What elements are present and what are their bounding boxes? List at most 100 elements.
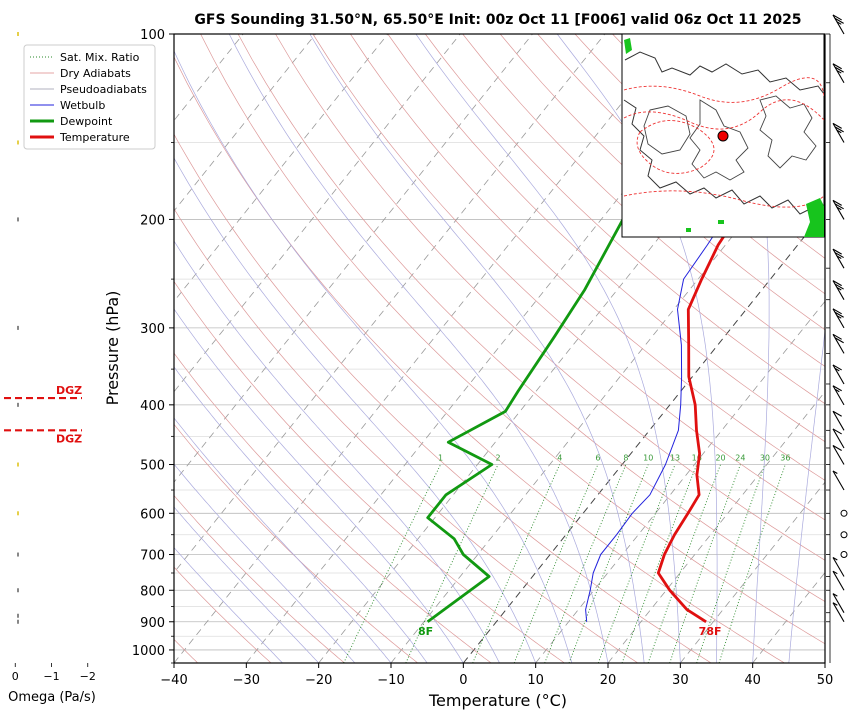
dry-adiabat <box>174 208 638 663</box>
mixing-ratio-line <box>568 464 649 663</box>
plot-frame <box>173 33 826 664</box>
isotherm-line <box>246 34 750 663</box>
y-tick-label: 300 <box>140 322 165 337</box>
x-tick-label: 40 <box>744 673 761 688</box>
mixing-ratio-line <box>597 464 676 663</box>
dry-adiabat <box>237 34 825 602</box>
isobar-gridlines <box>174 34 825 663</box>
wind-barb-flag <box>832 308 842 315</box>
pseudoadiabat <box>788 327 825 663</box>
wind-barb-flag <box>832 333 842 340</box>
mixing-ratio-label: 36 <box>780 454 790 463</box>
inset-map-contours <box>623 38 824 237</box>
wind-barb-flag <box>834 252 844 259</box>
x-axis-label: Temperature (°C) <box>428 691 567 710</box>
dgz-top-label: DGZ <box>56 384 82 397</box>
wind-barb-flag <box>832 445 842 451</box>
omega-tick-label: −1 <box>43 670 59 683</box>
omega-axis: 0 −1 −2 <box>12 663 96 683</box>
x-tick-label: 50 <box>817 673 834 688</box>
surface-dewpoint-label: 8F <box>418 625 433 638</box>
wind-barb-staff <box>832 248 845 269</box>
omega-bar <box>17 462 19 467</box>
wind-barb-flag <box>834 283 844 290</box>
dry-adiabat <box>425 34 825 405</box>
y-tick-label: 200 <box>140 213 165 228</box>
dry-adiabat <box>312 34 825 521</box>
mixing-ratio-label: 24 <box>735 454 745 463</box>
dry-adiabat-lines <box>174 34 825 663</box>
background-lines: 1 2 4 6 8 10 13 16 20 24 30 36 <box>174 34 825 663</box>
wind-barb-flag <box>836 129 842 134</box>
wind-barb-staff <box>832 364 845 385</box>
legend-dry-adiabats: Dry Adiabats <box>60 67 131 80</box>
wind-barb-flag <box>834 203 844 210</box>
y-tick-label: 900 <box>140 616 165 631</box>
wind-barb-flag <box>832 410 842 417</box>
mixing-ratio-label: 20 <box>715 454 725 463</box>
omega-bar <box>17 613 19 618</box>
pseudoadiabat <box>174 50 573 663</box>
legend-pseudoadiabats: Pseudoadiabats <box>60 83 147 96</box>
map-coastline <box>623 99 824 215</box>
dry-adiabat <box>200 34 825 645</box>
isotherm-line <box>174 34 461 393</box>
y-axis-label: Pressure (hPa) <box>103 291 122 406</box>
mixing-ratio-label: 13 <box>670 454 680 463</box>
map-dashed-contour <box>636 120 715 174</box>
wind-barb-staff <box>832 63 845 84</box>
mixing-ratio-label: 6 <box>595 454 600 463</box>
mixing-ratio-label: 16 <box>692 454 702 463</box>
wind-barb-flag <box>832 122 842 129</box>
pseudoadiabat <box>720 34 770 663</box>
omega-bar <box>17 619 19 624</box>
omega-bar <box>17 325 19 330</box>
pseudoadiabat <box>556 34 718 663</box>
pseudoadiabat <box>174 366 428 663</box>
pseudoadiabat <box>174 308 464 663</box>
dry-adiabat <box>350 34 825 481</box>
wind-barb-flag <box>836 255 842 259</box>
mixing-ratio-line <box>513 464 599 663</box>
zero-isotherm <box>462 210 825 663</box>
wind-barb-staff <box>832 445 845 465</box>
dry-adiabat <box>462 34 825 367</box>
mixing-ratio-line <box>343 464 442 663</box>
x-tick-label: 30 <box>672 673 689 688</box>
mixing-ratio-line <box>718 464 786 663</box>
wind-barb-flag <box>832 470 838 474</box>
pseudoadiabat <box>174 417 392 663</box>
calm-wind-circle <box>840 509 848 517</box>
wind-barb-flag <box>834 66 844 73</box>
calm-wind-circle <box>840 551 848 559</box>
omega-bar <box>17 552 19 557</box>
pseudoadiabat <box>174 547 283 663</box>
wind-barb-flag <box>832 570 838 575</box>
wind-barb-flag <box>832 602 838 606</box>
wind-barb-staff <box>832 557 845 577</box>
wind-barb-flag <box>832 385 842 392</box>
wind-barb-staff <box>832 123 845 143</box>
wind-barb-flag <box>834 126 844 133</box>
pseudoadiabat <box>415 34 681 663</box>
pseudoadiabat <box>309 34 645 663</box>
wind-barb-flag <box>834 388 840 393</box>
isotherm-line <box>535 300 825 663</box>
wind-barb-staff <box>832 280 845 300</box>
surface-temperature-label: 78F <box>699 625 722 638</box>
mixing-ratio-line <box>472 464 561 663</box>
isotherm-line <box>318 34 823 663</box>
mixing-ratio-label: 1 <box>438 454 443 463</box>
dgz-bottom-label: DGZ <box>56 432 82 445</box>
mixing-ratio-label: 30 <box>760 454 770 463</box>
wind-barbs <box>826 14 848 663</box>
pseudoadiabat <box>174 463 356 663</box>
mixing-ratio-label: 10 <box>643 454 653 463</box>
wind-barb-staff <box>832 14 845 35</box>
isotherm-line <box>824 662 825 663</box>
wind-barb-flag <box>834 311 844 318</box>
legend-dewpoint: Dewpoint <box>60 115 113 128</box>
inset-map <box>621 33 825 238</box>
omega-bar <box>17 32 19 36</box>
dry-adiabat <box>387 34 825 443</box>
